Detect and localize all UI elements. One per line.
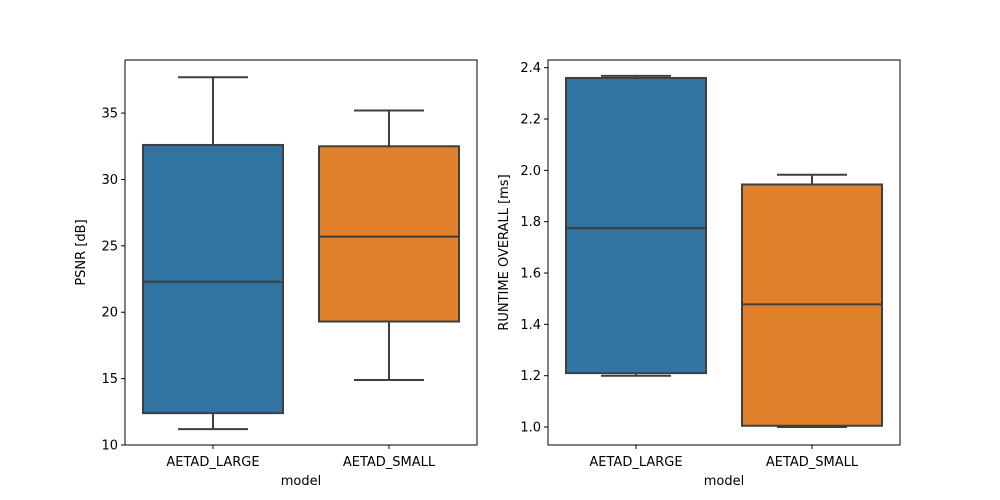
plot-frame xyxy=(124,59,478,446)
x-tick-label: AETAD_SMALL xyxy=(343,455,436,470)
y-tick-label: 35 xyxy=(101,107,118,122)
aetad-large-box xyxy=(565,76,707,375)
x-tick-label: AETAD_LARGE xyxy=(166,455,259,470)
y-tick-label: 2.0 xyxy=(520,164,541,179)
y-tick-label: 1.6 xyxy=(520,267,541,282)
x-axis-label: model xyxy=(281,474,321,489)
runtime-boxplot-panel: 1.0 1.2 1.4 1.6 1.8 2.0 2.2 2.4 AETAD_LARGE AETAD… xyxy=(497,59,901,489)
y-tick-label: 1.2 xyxy=(520,369,541,384)
y-tick-label: 30 xyxy=(101,173,118,188)
y-tick-label: 1.0 xyxy=(520,421,541,436)
y-axis-label: RUNTIME OVERALL [ms] xyxy=(497,174,512,330)
x-axis-label: model xyxy=(704,474,744,489)
y-tick-label: 25 xyxy=(101,239,118,254)
y-tick-label: 10 xyxy=(101,439,118,454)
y-tick-label: 1.8 xyxy=(520,215,541,230)
x-tick-label: AETAD_LARGE xyxy=(589,455,682,470)
y-tick-label: 2.4 xyxy=(520,61,541,76)
y-tick-label: 1.4 xyxy=(520,318,541,333)
aetad-small-box xyxy=(318,145,460,323)
y-axis-label: PSNR [dB] xyxy=(74,219,89,285)
y-tick-label: 15 xyxy=(101,372,118,387)
aetad-large-box xyxy=(142,143,284,415)
plot-frame xyxy=(547,59,901,446)
x-tick-label: AETAD_SMALL xyxy=(766,455,859,470)
y-tick-label: 2.2 xyxy=(520,113,541,128)
y-tick-label: 20 xyxy=(101,306,118,321)
